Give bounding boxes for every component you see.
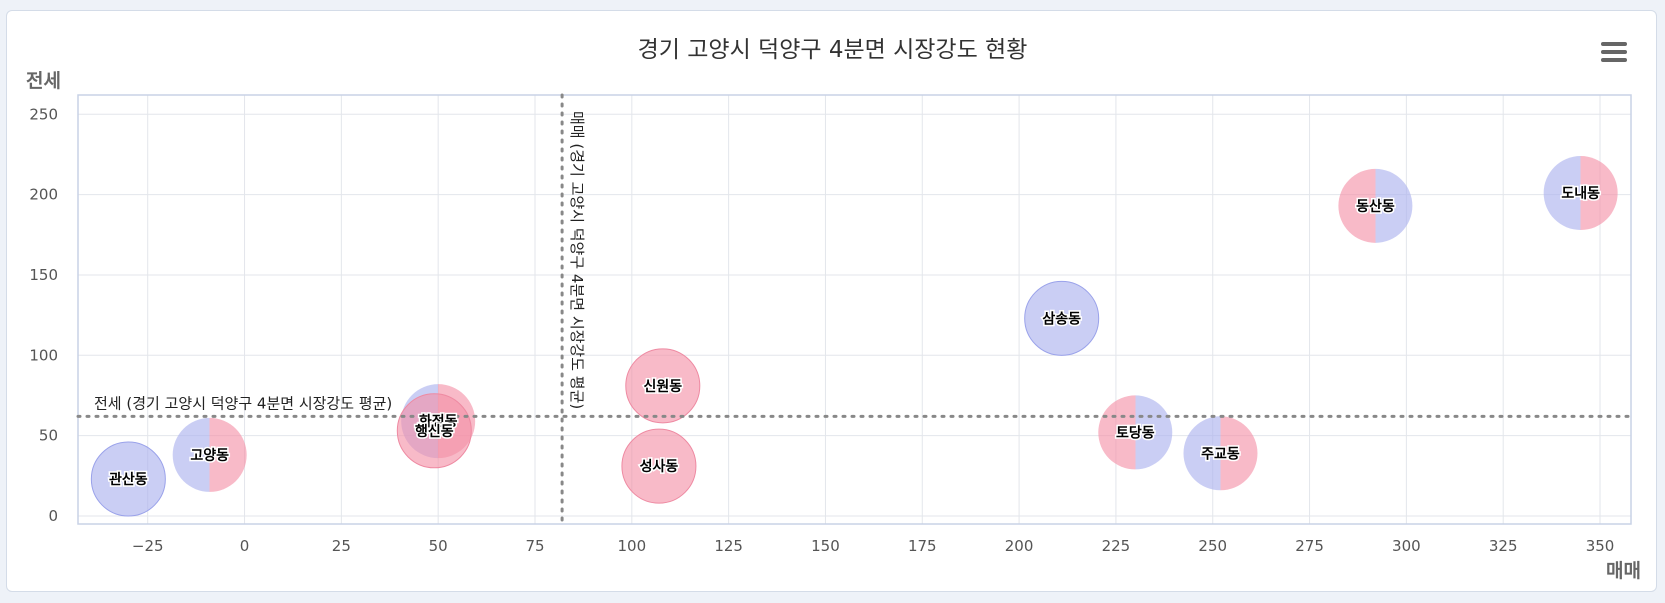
x-tick-label: 250	[1198, 537, 1227, 555]
x-tick-label: 75	[525, 537, 544, 555]
bubble	[621, 428, 697, 504]
x-tick-label: 300	[1392, 537, 1421, 555]
bubble-label: 도내동	[1561, 186, 1600, 202]
bubble-label: 주교동	[1201, 446, 1240, 462]
x-tick-label: 25	[332, 537, 351, 555]
y-tick-label: 150	[29, 266, 58, 284]
x-tick-label: 0	[240, 537, 250, 555]
y-tick-label: 100	[29, 346, 58, 364]
x-tick-label: 325	[1489, 537, 1518, 555]
bubble-label: 동산동	[1356, 198, 1395, 215]
bubble-label: 행신동	[415, 424, 454, 440]
x-tick-label: 225	[1102, 537, 1131, 555]
bubble	[396, 393, 472, 469]
x-tick-label: −25	[132, 537, 164, 555]
bubble-label: 고양동	[190, 448, 229, 464]
bubble-label: 삼송동	[1042, 311, 1081, 327]
y-tick-label: 200	[29, 186, 58, 204]
x-tick-label: 125	[714, 537, 743, 555]
bubble-label: 성사동	[640, 459, 679, 475]
bubble	[1024, 280, 1100, 356]
bubble	[1543, 156, 1618, 231]
y-tick-label: 50	[39, 427, 58, 445]
bubble	[90, 441, 166, 517]
y-tick-label: 0	[48, 507, 58, 525]
bubble	[1183, 416, 1258, 491]
chart-title: 경기 고양시 덕양구 4분면 시장강도 현황	[637, 37, 1028, 63]
x-tick-label: 100	[617, 537, 646, 555]
x-tick-label: 50	[429, 537, 448, 555]
x-tick-label: 275	[1295, 537, 1324, 555]
hamburger-menu-icon[interactable]	[1601, 42, 1627, 64]
x-axis-label: 매매	[1606, 560, 1641, 582]
bubble-label: 토당동	[1116, 424, 1155, 441]
plot-border	[77, 94, 1632, 525]
y-axis-label: 전세	[26, 70, 61, 92]
y-average-label: 전세 (경기 고양시 덕양구 4분면 시장강도 평균)	[94, 394, 392, 412]
bubble-label: 신원동	[643, 379, 682, 395]
y-tick-label: 250	[29, 105, 58, 123]
x-tick-label: 150	[811, 537, 840, 555]
bubble-label: 화정동	[419, 413, 458, 430]
x-average-label: 매매 (경기 고양시 덕양구 4분면 시장강도 평균)	[568, 111, 586, 409]
bubble-label: 관산동	[109, 471, 148, 488]
x-tick-label: 175	[908, 537, 937, 555]
chart-container	[6, 10, 1657, 592]
x-tick-label: 200	[1005, 537, 1034, 555]
bubble	[1098, 395, 1173, 470]
bubble	[625, 348, 701, 424]
x-tick-label: 350	[1586, 537, 1615, 555]
bubble	[172, 417, 247, 492]
bubble	[1338, 168, 1413, 243]
